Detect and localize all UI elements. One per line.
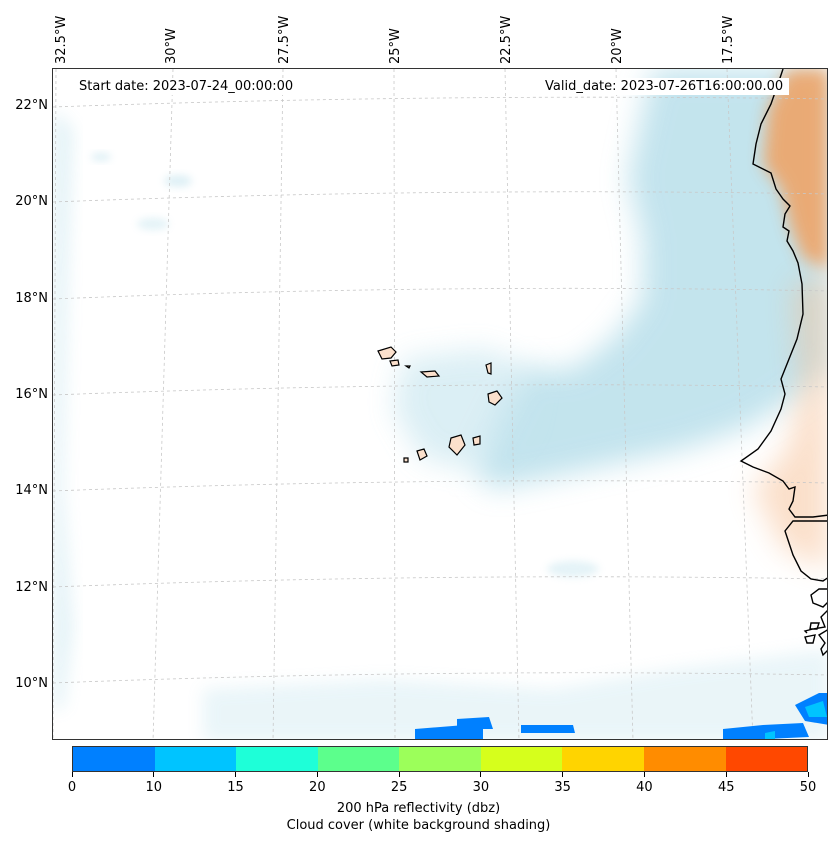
cape-verde-islands [377, 346, 503, 463]
reflectivity-cell [521, 725, 575, 733]
africa-coastline [739, 69, 827, 657]
colorbar-segment [725, 747, 808, 771]
colorbar-segment [236, 747, 318, 771]
cloud-cover-main [473, 69, 827, 489]
colorbar-tick [398, 772, 400, 777]
colorbar-segment [643, 747, 726, 771]
gridline-lat [53, 384, 827, 396]
colorbar-tick-label: 40 [636, 780, 653, 795]
map-canvas [53, 69, 827, 739]
lon-label: 20°W [610, 28, 625, 64]
island [403, 457, 409, 463]
colorbar-segment [399, 747, 481, 771]
lon-label: 27.5°W [277, 15, 292, 64]
island [404, 365, 411, 369]
gridline-lat [53, 576, 827, 588]
colorbar-tick [71, 772, 73, 777]
gridline-lat [53, 672, 827, 684]
colorbar-tick [235, 772, 237, 777]
lat-label: 16°N [15, 387, 48, 402]
island [448, 434, 466, 456]
colorbar-tick [316, 772, 318, 777]
island [377, 346, 397, 360]
colorbar [72, 746, 808, 772]
reflectivity-cell [723, 723, 809, 739]
colorbar-tick-label: 20 [309, 780, 326, 795]
colorbar-tick-label: 30 [472, 780, 490, 795]
dust-shading [753, 69, 827, 569]
reflectivity-cell [805, 701, 827, 717]
island [472, 435, 481, 446]
cloud-patch [91, 153, 111, 161]
lon-label: 22.5°W [499, 15, 514, 64]
lon-label: 32.5°W [54, 15, 69, 64]
dust-shading-south [753, 270, 827, 569]
lon-label: 25°W [388, 28, 403, 64]
reflectivity-cells [415, 693, 827, 739]
gridline-lon [152, 69, 174, 739]
lon-label: 17.5°W [721, 15, 736, 64]
colorbar-tick [562, 772, 564, 777]
gridline-lon [504, 69, 520, 739]
colorbar-segment [562, 747, 644, 771]
colorbar-title: 200 hPa reflectivity (dbz) [336, 801, 501, 816]
gridline-lat [53, 191, 827, 203]
lon-label: 30°W [164, 28, 179, 64]
lat-label: 20°N [15, 194, 48, 209]
reflectivity-cell [457, 717, 493, 729]
colorbar-segment [480, 747, 563, 771]
gridline-lon [615, 69, 634, 739]
lat-label: 10°N [15, 676, 48, 691]
island [416, 448, 428, 461]
cloud-cover-bottom [203, 649, 827, 739]
colorbar-segment [73, 747, 155, 771]
colorbar-subtitle: Cloud cover (white background shading) [286, 818, 551, 833]
map-panel: Start date: 2023-07-24_00:00:00 Valid_da… [52, 68, 828, 740]
colorbar-tick-label: 15 [227, 780, 244, 795]
island [389, 359, 400, 367]
colorbar-segment [317, 747, 400, 771]
island [485, 362, 492, 375]
island [487, 390, 503, 406]
colorbar-tick-label: 45 [717, 780, 735, 795]
colorbar-segment [154, 747, 237, 771]
cloud-patch [137, 218, 169, 230]
lat-label: 12°N [15, 580, 48, 595]
lat-label: 14°N [15, 483, 48, 498]
lat-label: 18°N [15, 291, 48, 306]
cloud-cover-band [393, 349, 533, 469]
valid-date-label: Valid_date: 2023-07-26T16:00:00.00 [539, 78, 790, 95]
colorbar-tick-label: 0 [67, 780, 77, 795]
gridline-lat [53, 287, 827, 300]
gridline-lon [53, 69, 57, 739]
colorbar-tick [643, 772, 645, 777]
gridline-lat [53, 96, 827, 108]
dust-shading-north [763, 69, 827, 269]
cloud-patch [547, 561, 599, 577]
colorbar-tick-label: 50 [799, 780, 817, 795]
colorbar-tick [807, 772, 809, 777]
reflectivity-cell [765, 731, 775, 739]
gridline-lon [726, 69, 754, 739]
colorbar-tick [725, 772, 727, 777]
gridline-lon [393, 69, 396, 739]
colorbar-tick-label: 25 [390, 780, 408, 795]
gridline-lat [53, 480, 827, 492]
lat-label: 22°N [15, 98, 48, 113]
island [419, 370, 441, 378]
cloud-cover-left [53, 109, 73, 709]
gridline-lon [272, 69, 284, 739]
colorbar-tick-label: 10 [145, 780, 163, 795]
start-date-label: Start date: 2023-07-24_00:00:00 [73, 78, 300, 95]
colorbar-tick [480, 772, 482, 777]
cloud-patch [164, 175, 192, 187]
cloud-cover [53, 69, 827, 739]
graticule [53, 69, 827, 739]
colorbar-tick-label: 35 [554, 780, 571, 795]
colorbar-tick [153, 772, 155, 777]
